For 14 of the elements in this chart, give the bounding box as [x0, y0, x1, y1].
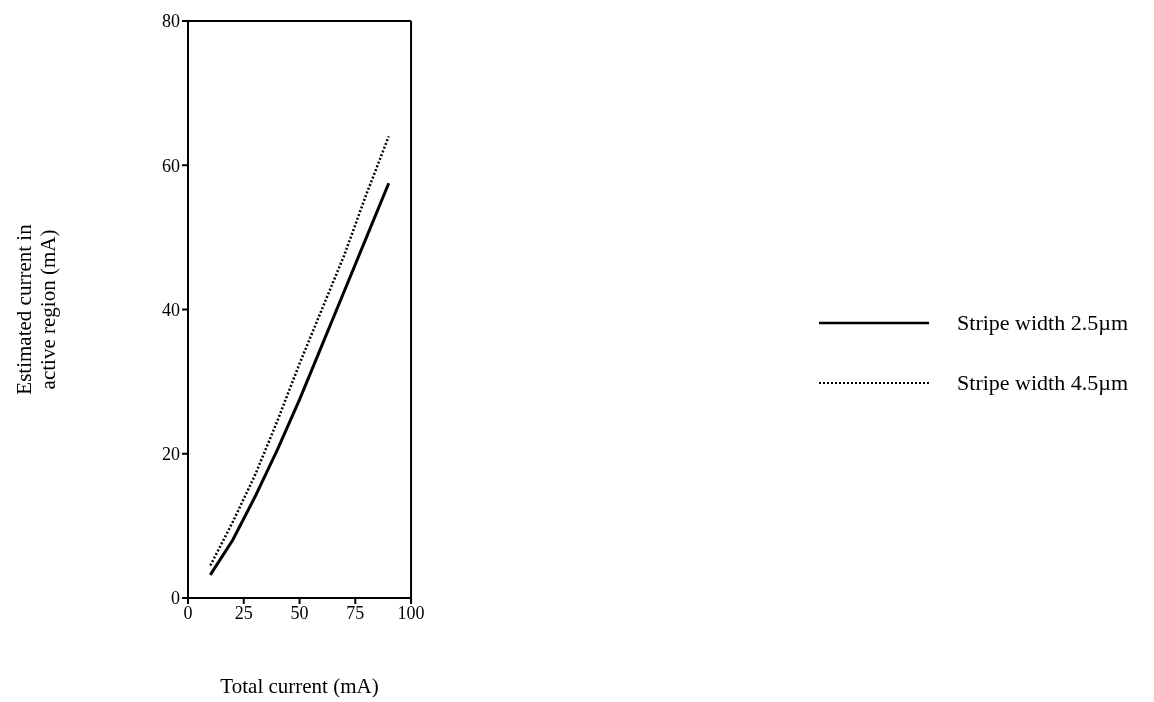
y-tick-label: 0	[171, 588, 180, 609]
legend-label: Stripe width 2.5µm	[957, 310, 1128, 336]
x-tick-label: 100	[397, 602, 425, 623]
y-tick-label: 60	[162, 155, 180, 176]
x-tick-label: 25	[234, 602, 253, 623]
legend-label: Stripe width 4.5µm	[957, 370, 1128, 396]
y-tick-label: 40	[162, 299, 180, 320]
x-tick-label: 50	[290, 602, 309, 623]
x-axis-title: Total current (mA)	[220, 674, 379, 698]
y-tick-label: 80	[162, 11, 180, 32]
x-tick-label: 75	[346, 602, 365, 623]
y-axis-title: Estimated current in active region (mA)	[12, 223, 60, 395]
x-tick-label: 0	[183, 602, 193, 623]
y-tick-label: 20	[162, 444, 180, 465]
